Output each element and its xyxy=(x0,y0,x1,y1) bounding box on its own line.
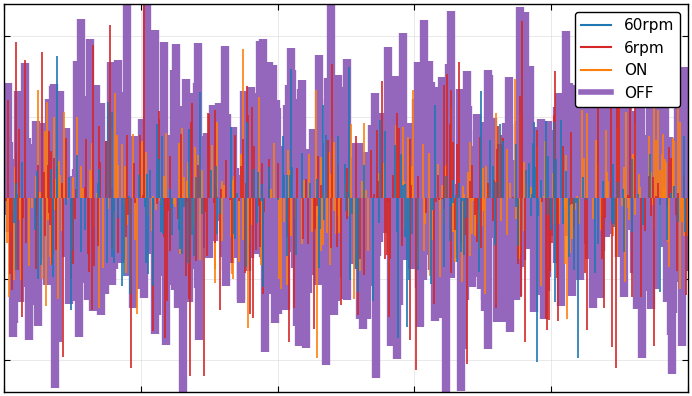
Legend: 60rpm, 6rpm, ON, OFF: 60rpm, 6rpm, ON, OFF xyxy=(575,12,680,107)
